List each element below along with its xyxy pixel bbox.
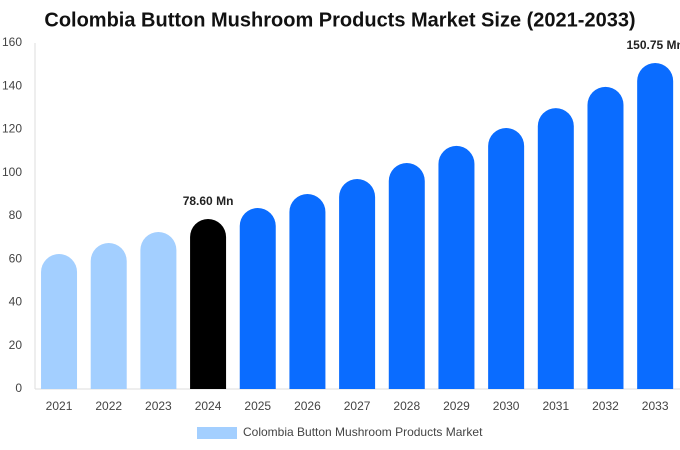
y-tick-label: 120 — [2, 122, 22, 136]
chart-title: Colombia Button Mushroom Products Market… — [44, 9, 635, 31]
x-tick-label: 2023 — [145, 399, 172, 413]
x-tick-label: 2021 — [46, 399, 73, 413]
x-tick-label: 2029 — [443, 399, 470, 413]
bar — [190, 219, 227, 389]
y-tick-label: 100 — [2, 165, 22, 179]
x-tick-label: 2025 — [244, 399, 271, 413]
bar — [140, 232, 177, 389]
bar — [438, 145, 475, 389]
value-label: 78.60 Mn — [183, 194, 234, 208]
legend-label: Colombia Button Mushroom Products Market — [243, 425, 483, 439]
x-tick-label: 2022 — [95, 399, 122, 413]
x-tick-label: 2030 — [493, 399, 520, 413]
bar — [239, 207, 276, 389]
y-tick-label: 0 — [15, 381, 22, 395]
x-tick-label: 2027 — [344, 399, 371, 413]
bar — [339, 179, 376, 389]
x-tick-label: 2031 — [542, 399, 569, 413]
y-tick-label: 60 — [9, 251, 23, 265]
legend-swatch — [197, 427, 237, 439]
bar — [90, 243, 127, 389]
y-tick-label: 160 — [2, 35, 22, 49]
bar — [637, 63, 674, 389]
x-tick-label: 2026 — [294, 399, 321, 413]
bar — [41, 254, 78, 389]
x-tick-label: 2032 — [592, 399, 619, 413]
y-tick-label: 80 — [9, 208, 23, 222]
bar — [488, 127, 525, 389]
y-tick-label: 20 — [9, 338, 23, 352]
bar — [537, 108, 574, 389]
value-label: 150.75 Mn — [626, 38, 680, 52]
y-tick-label: 40 — [9, 295, 23, 309]
bar — [289, 193, 326, 389]
x-tick-label: 2024 — [195, 399, 222, 413]
x-tick-label: 2028 — [393, 399, 420, 413]
bar — [388, 163, 425, 389]
y-tick-label: 140 — [2, 78, 22, 92]
x-tick-label: 2033 — [642, 399, 669, 413]
bar — [587, 86, 624, 390]
